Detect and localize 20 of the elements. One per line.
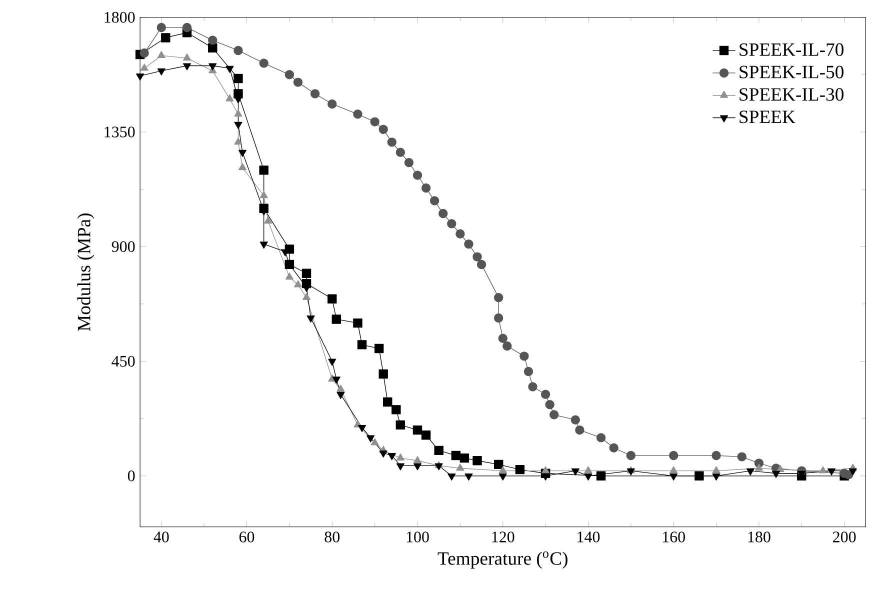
x-tick-label: 120 bbox=[492, 532, 514, 542]
x-axis-title: Temperature ($^{o}$C) bbox=[438, 552, 568, 569]
y-tick-label: 450 bbox=[112, 356, 135, 367]
y-tick-label: 900 bbox=[112, 241, 135, 252]
legend-label: SPEEK bbox=[740, 110, 796, 124]
legend-label: SPEEK-IL-50 bbox=[740, 66, 844, 78]
legend-label: SPEEK-IL-30 bbox=[740, 88, 844, 101]
x-tick-label: 40 bbox=[154, 532, 169, 542]
x-tick-label: 80 bbox=[324, 532, 340, 542]
x-tick-label: 60 bbox=[239, 532, 254, 542]
y-tick-label: 1350 bbox=[104, 126, 135, 138]
y-axis-title: Modulus (MPa) bbox=[77, 214, 94, 331]
x-tick-label: 140 bbox=[578, 532, 600, 542]
x-tick-label: 100 bbox=[406, 532, 429, 542]
y-tick-label: 0 bbox=[128, 470, 135, 482]
x-tick-label: 180 bbox=[748, 532, 770, 542]
x-tick-label: 160 bbox=[662, 532, 685, 542]
y-tick-label: 1800 bbox=[104, 12, 135, 23]
x-tick-label: 200 bbox=[833, 532, 856, 542]
legend-label: SPEEK-IL-70 bbox=[740, 43, 844, 56]
